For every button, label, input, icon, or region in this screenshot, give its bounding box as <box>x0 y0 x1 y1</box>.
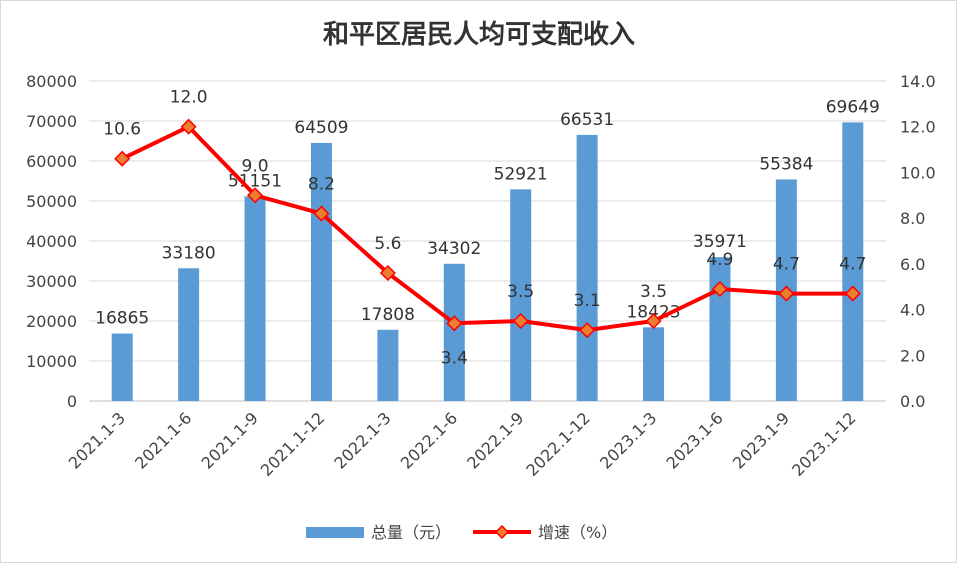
legend: 总量（元） 增速（%） <box>306 523 617 542</box>
right-axis-tick-label: 2.0 <box>900 346 925 365</box>
bar-data-label: 17808 <box>361 305 415 325</box>
x-axis-tick-label: 2023.1-9 <box>729 408 793 472</box>
line-point-marker <box>114 150 131 167</box>
bar <box>377 329 399 401</box>
line-data-label: 4.7 <box>839 255 866 275</box>
x-axis-tick-label: 2023.1-6 <box>662 408 726 472</box>
growth-line <box>121 124 853 333</box>
right-axis-tick-label: 8.0 <box>900 209 925 228</box>
x-axis-tick-label: 2021.1-12 <box>257 408 329 480</box>
line-series: 10.6 12.0 9.0 8.2 5.6 3.4 3.5 3.1 3.5 4.9 4.7 4.7 <box>103 88 866 369</box>
left-axis-tick-label: 40000 <box>26 232 77 251</box>
x-axis-tick-label: 2022.1-12 <box>522 408 594 480</box>
bar-data-label: 69649 <box>826 97 880 117</box>
bar-data-label: 55384 <box>759 154 813 174</box>
x-axis-tick-label: 2022.1-6 <box>397 408 461 472</box>
line-data-label: 3.1 <box>574 291 601 311</box>
legend-line-marker <box>494 524 510 540</box>
right-axis-tick-label: 0.0 <box>900 392 925 411</box>
x-axis-tick-label: 2022.1-9 <box>463 408 527 472</box>
line-point-marker <box>645 312 662 330</box>
bar <box>178 268 200 401</box>
bar <box>510 189 532 401</box>
bar-data-label: 18423 <box>626 302 680 322</box>
line-point-marker <box>711 280 729 298</box>
line-point-marker <box>246 187 264 204</box>
left-axis-tick-label: 30000 <box>26 272 77 291</box>
left-axis-tick-label: 50000 <box>26 192 77 211</box>
right-axis-tick-label: 4.0 <box>900 301 925 320</box>
bar-data-label: 33180 <box>162 243 216 263</box>
line-data-label: 4.9 <box>706 250 733 270</box>
left-axis-ticks: 0 10000 20000 30000 40000 50000 60000 70000 8000… <box>26 72 77 411</box>
line-data-label: 3.5 <box>640 282 667 302</box>
line-data-label: 10.6 <box>103 120 141 140</box>
line-data-label: 3.5 <box>507 282 534 302</box>
line-point-marker <box>180 118 197 135</box>
right-axis-tick-label: 6.0 <box>900 255 925 274</box>
line-data-label: 3.4 <box>441 348 468 368</box>
line-data-label: 9.0 <box>242 156 269 176</box>
right-axis-tick-label: 14.0 <box>900 72 936 91</box>
line-point-marker <box>446 315 463 332</box>
bar-data-label: 52921 <box>494 164 548 184</box>
right-axis-tick-label: 10.0 <box>900 163 936 182</box>
bar-data-label: 51151 <box>228 171 282 191</box>
chart-title: 和平区居民人均可支配收入 <box>323 20 635 50</box>
left-axis-tick-label: 60000 <box>26 152 77 171</box>
left-axis-tick-label: 20000 <box>26 312 77 331</box>
left-axis-tick-label: 70000 <box>26 112 77 131</box>
bar-data-label: 66531 <box>560 110 614 130</box>
bar <box>244 196 266 401</box>
line-point-marker <box>313 205 330 222</box>
x-axis-tick-label: 2021.1-9 <box>198 408 262 472</box>
x-axis-tick-label: 2021.1-6 <box>131 408 195 472</box>
bar <box>310 142 332 402</box>
x-axis-tick-label: 2023.1-3 <box>596 408 660 472</box>
right-axis-ticks: 0.0 2.0 4.0 6.0 8.0 10.0 12.0 14.0 <box>900 72 936 411</box>
line-data-label: 4.7 <box>773 255 800 275</box>
left-axis-tick-label: 0 <box>67 392 77 411</box>
bar <box>443 263 465 401</box>
bar <box>709 257 731 401</box>
bar-data-label: 16865 <box>95 309 149 329</box>
bar <box>111 333 133 401</box>
line-point-marker <box>778 285 795 302</box>
line-data-label: 12.0 <box>170 88 208 108</box>
line-point-marker <box>512 312 529 330</box>
bar <box>643 327 665 401</box>
bar-data-label: 35971 <box>693 232 747 252</box>
line-point-marker <box>844 285 861 302</box>
bar <box>576 134 598 401</box>
bar <box>842 122 864 402</box>
right-axis-tick-label: 12.0 <box>900 118 936 137</box>
legend-line-label: 增速（%） <box>538 523 617 542</box>
line-data-label: 8.2 <box>308 175 335 195</box>
legend-bar-label: 总量（元） <box>371 523 451 542</box>
bar-series: 16865 33180 51151 64509 17808 34302 52921 66531… <box>95 97 880 402</box>
line-point-marker <box>579 322 596 339</box>
legend-bar-swatch <box>306 527 364 538</box>
left-axis-tick-label: 10000 <box>26 352 77 371</box>
x-axis-tick-label: 2023.1-12 <box>788 408 860 480</box>
line-point-marker <box>379 264 396 282</box>
left-axis-tick-label: 80000 <box>26 72 77 91</box>
line-data-label: 5.6 <box>374 234 401 254</box>
gridlines <box>89 80 886 402</box>
bar-data-label: 64509 <box>294 118 348 138</box>
bar-data-label: 34302 <box>427 239 481 259</box>
x-axis-tick-label: 2021.1-3 <box>65 408 129 472</box>
x-axis-tick-label: 2022.1-3 <box>330 408 394 472</box>
